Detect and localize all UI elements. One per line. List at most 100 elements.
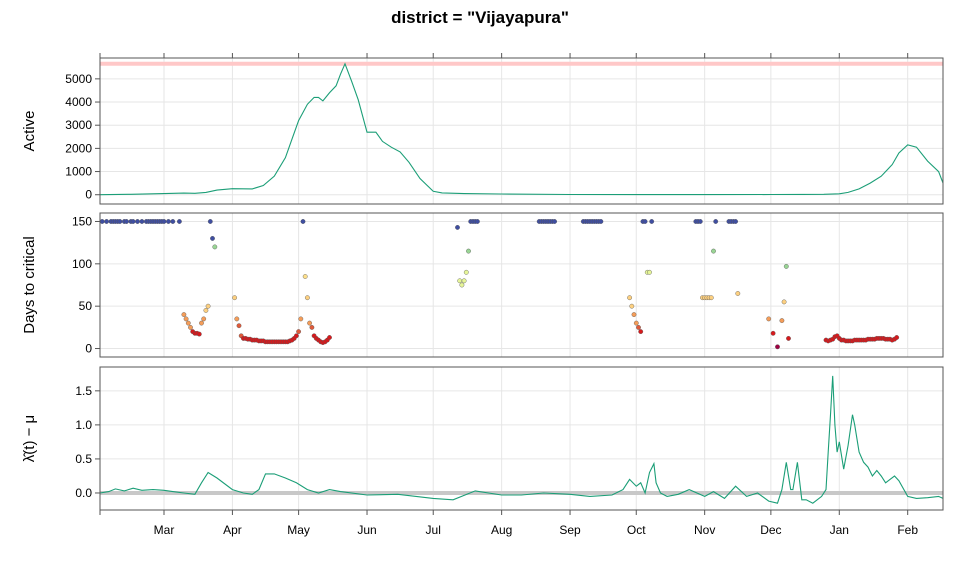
data-point [598,219,604,224]
y-tick-label: 5000 [65,72,92,86]
data-point [205,303,211,309]
data-point [302,274,308,279]
data-point [455,224,460,230]
series-line [99,62,944,196]
y-tick-label: 0 [85,342,92,356]
data-point [327,335,332,340]
data-point [466,248,471,254]
y-tick-label: 3000 [65,118,92,132]
x-tick-label: Jun [357,523,376,537]
data-point [298,316,304,322]
y-tick-label: 1000 [65,165,92,179]
panel-lambda: 0.0 0.5 1.0 1.5 λ̂(t) − μ [21,366,944,511]
y-tick-label: 1.0 [75,418,92,432]
data-point [474,219,480,224]
y-axis-label: Active [21,111,38,152]
data-point [185,320,191,326]
data-point [309,324,315,330]
data-point [207,219,213,224]
x-tick-label: Mar [154,523,175,537]
data-point [232,295,238,301]
y-tick-label: 2000 [65,141,92,155]
data-point [461,278,467,284]
panel-frame [99,366,944,511]
data-point [293,333,299,339]
data-point [117,219,123,224]
x-tick-label: Aug [491,523,512,537]
data-point [463,269,469,275]
data-point [642,219,648,224]
data-point [176,219,182,224]
y-tick-label: 0.5 [75,452,92,466]
data-point [708,295,714,301]
y-tick-label: 4000 [65,95,92,109]
data-point [631,312,637,317]
y-tick-label: 50 [79,299,93,313]
data-point [304,295,310,301]
x-tick-label: Feb [897,523,918,537]
data-point [713,219,719,224]
data-point [212,244,218,250]
data-point [627,295,632,301]
data-point [130,219,136,224]
data-point [629,303,635,309]
data-point [649,219,655,224]
data-point [203,307,209,313]
x-tick-label: Oct [627,523,646,537]
data-point [307,320,312,326]
x-axis: Mar Apr May Jun Jul Aug Sep Oct Nov Dec Jan Feb [99,53,918,537]
x-tick-label: Jul [426,523,441,537]
x-tick-label: Sep [559,523,581,537]
data-point [139,219,145,224]
data-point [459,282,465,288]
data-point [783,263,789,269]
data-point [711,248,716,254]
series-line [99,375,944,504]
data-point [124,219,129,224]
y-axis-label: λ̂(t) − μ [21,415,38,462]
y-tick-label: 100 [72,257,92,271]
data-point [779,318,785,323]
data-point [236,323,242,329]
data-point [181,312,187,317]
data-point [766,316,772,322]
data-point [183,316,189,322]
data-point [735,291,741,296]
panel-frame [99,212,944,358]
y-tick-label: 150 [72,214,92,228]
x-tick-label: Nov [694,523,715,537]
data-point [234,316,240,322]
data-point [552,219,557,224]
data-point [99,219,105,224]
data-point [104,219,110,224]
data-point [636,324,641,330]
data-point [781,299,787,305]
chart-title: district = "Vijayapura" [391,8,569,27]
data-point [201,316,207,322]
data-point [161,219,167,224]
data-point [457,278,463,284]
data-point [170,219,176,224]
data-point [135,219,140,224]
y-axis-label: Days to critical [21,236,38,334]
data-point [165,219,171,224]
data-point [775,344,780,350]
y-tick-label: 0 [85,188,92,202]
data-point [300,219,306,224]
panel-days-to-critical: 0 50 100 150 Days to critical [21,212,944,358]
panel-frame [99,57,944,205]
data-point [894,335,900,340]
data-point [697,219,703,224]
data-point [296,329,301,334]
data-point [210,235,215,241]
panel-active: 0 1000 2000 3000 4000 5000 Active [21,57,944,205]
data-point [733,219,738,224]
x-tick-label: May [287,523,310,537]
data-point [633,320,639,326]
y-tick-label: 0.0 [75,486,92,500]
data-point [786,335,791,341]
x-tick-label: Apr [223,523,242,537]
data-point [199,320,204,326]
y-tick-label: 1.5 [75,384,92,398]
